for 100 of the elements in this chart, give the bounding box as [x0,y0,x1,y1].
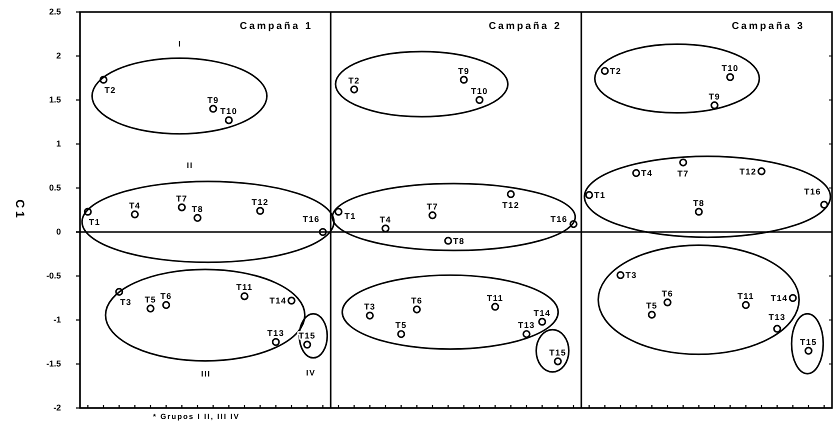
point [224,116,233,124]
point [178,203,186,212]
point [648,310,656,319]
data-label: T14 [269,296,286,306]
data-label: T4 [129,200,141,210]
data-label: T12 [252,196,269,207]
point [84,208,92,216]
point [444,236,452,245]
point [522,330,530,338]
point [570,220,578,228]
point [100,76,108,84]
point [491,302,500,311]
data-label: T5 [646,300,658,311]
y-tick-label: -1.5 [46,358,62,369]
point [366,312,374,320]
data-label: T13 [768,312,786,322]
data-label: T14 [534,308,551,318]
data-label: T15 [800,336,818,347]
data-label: T11 [738,291,754,302]
point [162,301,170,310]
point [397,330,406,338]
point [256,206,264,215]
point [303,340,312,349]
point [632,169,640,178]
point [585,191,594,200]
y-tick-label: 1.5 [49,94,62,105]
point [820,200,828,209]
point [600,66,609,75]
data-label: T2 [104,84,116,95]
data-label: T12 [739,166,756,176]
point [694,208,703,216]
y-tick-label: 0 [56,226,62,237]
data-label: T5 [395,320,407,330]
data-label: T13 [267,328,284,338]
data-label: T2 [610,66,622,76]
data-label: T6 [160,291,172,302]
data-label: T10 [722,63,739,74]
point [382,224,390,232]
data-label: T13 [518,320,536,330]
point [288,296,296,305]
point [130,210,139,218]
data-label: T8 [453,236,465,246]
annotation: III [201,369,211,378]
data-label: T10 [470,86,488,96]
y-tick-label: -0.5 [46,270,62,281]
point [758,167,766,176]
point [726,73,734,82]
data-label: T8 [693,198,705,208]
data-label: T7 [176,193,188,204]
data-label: T9 [458,66,470,76]
annotation: Campaña 3 [732,21,805,32]
point [538,318,546,326]
point [412,305,421,314]
annotation: IV [306,368,316,378]
point [334,208,342,216]
point [318,228,327,236]
data-label: T4 [380,214,392,224]
annotation: II [186,160,194,170]
data-label: T3 [626,270,638,280]
point [773,324,782,333]
data-label: T6 [411,295,423,306]
data-label: T8 [192,204,204,214]
point [506,190,515,198]
point [240,292,248,300]
data-label: T9 [708,91,720,102]
y-tick-label: 2.5 [49,6,62,17]
point [209,104,218,113]
point [428,211,436,220]
y-tick-label: 1 [56,138,62,149]
data-label: T4 [641,168,653,178]
data-label: T6 [662,288,674,298]
data-label: T1 [88,216,100,227]
point [664,298,672,306]
annotation: I [178,39,182,48]
y-tick-label: 2 [56,50,62,61]
point [742,301,750,310]
point [476,96,484,104]
data-label: T14 [770,293,788,303]
data-label: T11 [236,282,253,292]
data-label: T7 [677,168,689,178]
data-label: T15 [549,347,566,358]
point [616,271,624,280]
point [679,158,688,166]
point [460,76,468,84]
data-label: T3 [120,296,132,307]
point [804,346,812,355]
point [788,294,797,302]
point [350,85,358,94]
data-label: T1 [344,210,356,221]
data-label: T16 [550,214,568,224]
y-axis-title: C1 [13,199,27,221]
y-tick-label: 0.5 [49,182,62,193]
data-label: T5 [144,294,156,305]
data-label: T1 [594,190,606,200]
data-label: T16 [302,214,320,224]
point [194,214,202,222]
data-label: T10 [220,106,238,116]
annotation: Campaña 1 [240,21,313,32]
point [115,288,124,296]
annotation: Campaña 2 [488,21,562,32]
